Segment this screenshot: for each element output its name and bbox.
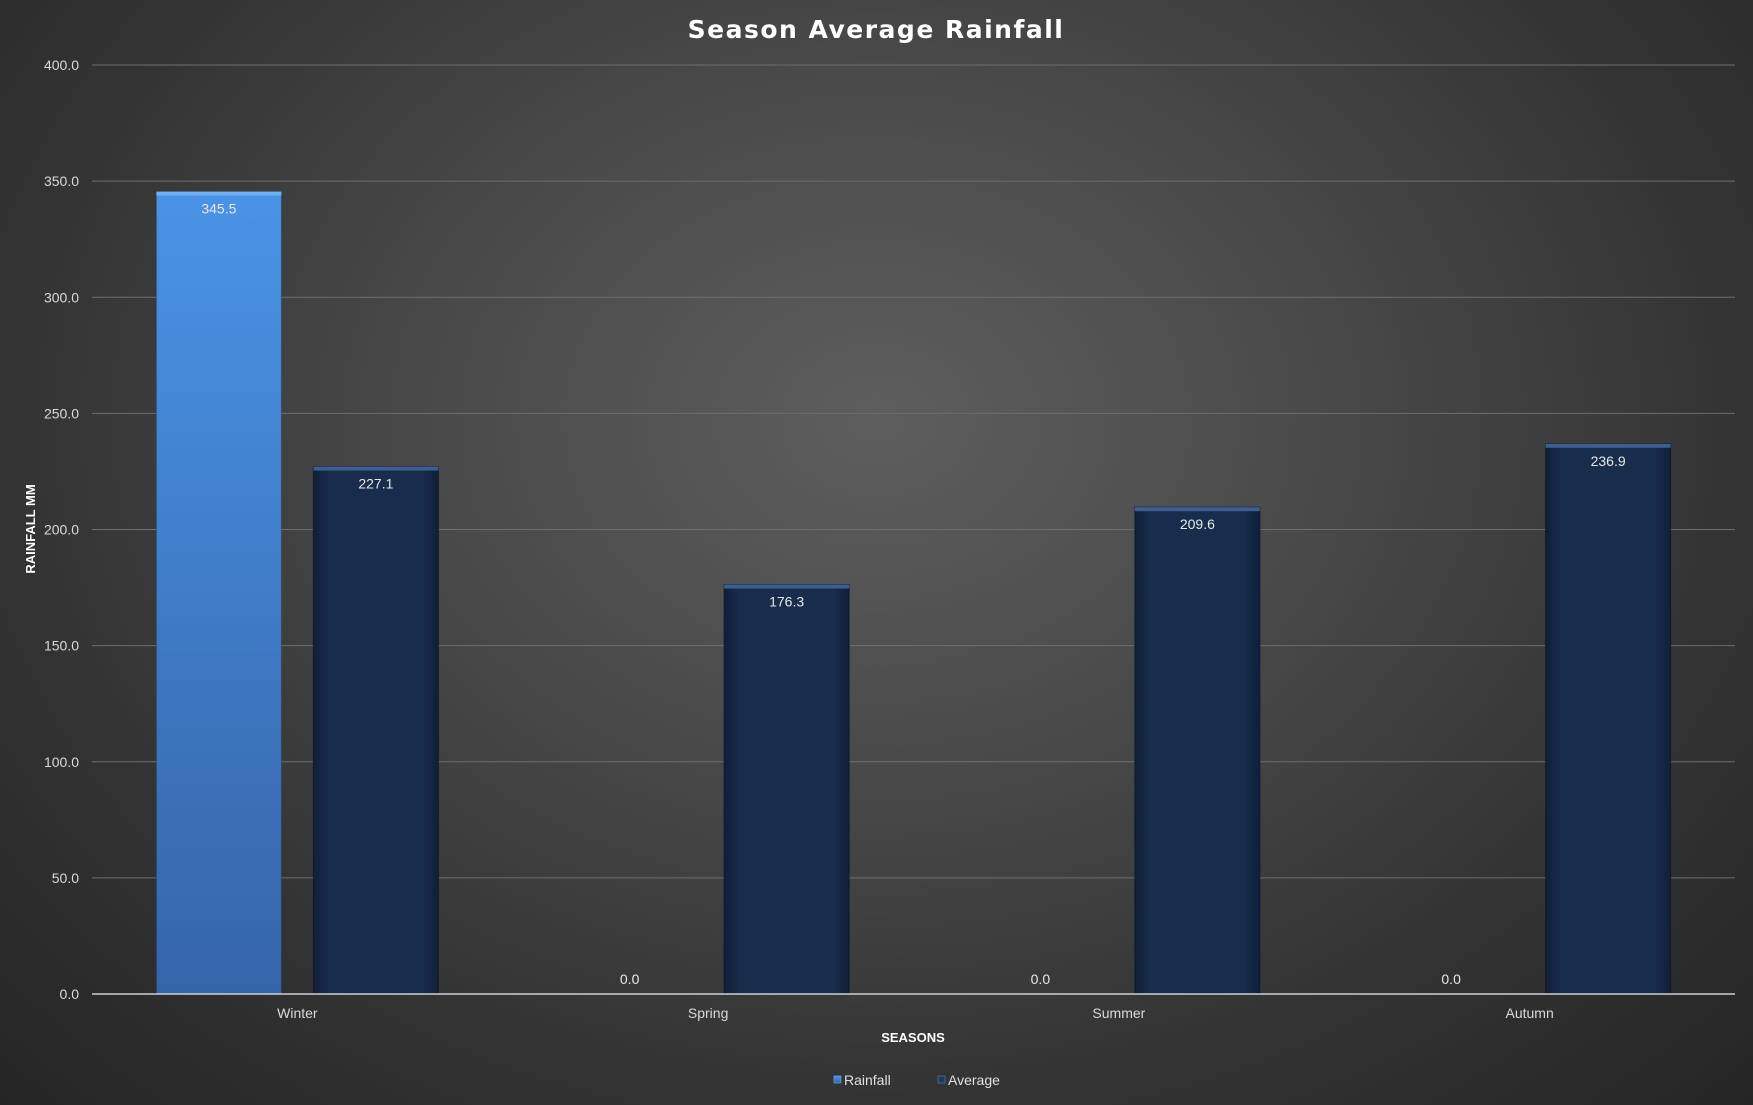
bar-average bbox=[1134, 506, 1261, 995]
bar-average bbox=[312, 466, 439, 995]
legend: Rainfall Average bbox=[833, 1072, 1000, 1088]
x-axis-ticks: Winter Spring Summer Autumn bbox=[277, 1005, 1554, 1021]
y-axis-ticks: 0.0 50.0 100.0 150.0 200.0 250.0 300.0 350.0 400… bbox=[44, 57, 79, 1002]
data-label-average: 176.3 bbox=[769, 594, 804, 610]
x-tick-label: Summer bbox=[1092, 1005, 1145, 1021]
data-label-average: 209.6 bbox=[1180, 516, 1215, 532]
bar-average-highlight bbox=[724, 584, 850, 589]
bar-rainfall-highlight bbox=[156, 191, 282, 196]
legend-swatch-average bbox=[937, 1075, 946, 1084]
y-tick-label: 400.0 bbox=[44, 57, 79, 73]
x-tick-label: Spring bbox=[688, 1005, 728, 1021]
bar-average-highlight bbox=[1545, 443, 1671, 448]
bar-average-highlight bbox=[313, 466, 439, 471]
bar-average bbox=[723, 584, 850, 995]
data-label-average: 227.1 bbox=[358, 476, 393, 492]
legend-label-average: Average bbox=[948, 1072, 1000, 1088]
data-label-rainfall: 345.5 bbox=[201, 201, 236, 217]
x-tick-label: Autumn bbox=[1506, 1005, 1554, 1021]
bar-average bbox=[1545, 443, 1672, 995]
y-tick-label: 50.0 bbox=[52, 870, 79, 886]
bars: 345.5 227.1 0.0 176.3 0.0 209.6 0.0 236.9 bbox=[155, 191, 1672, 995]
chart-title: Season Average Rainfall bbox=[688, 15, 1065, 44]
y-tick-label: 0.0 bbox=[60, 986, 80, 1002]
data-label-rainfall: 0.0 bbox=[620, 971, 640, 987]
y-axis-title: RAINFALL MM bbox=[23, 484, 38, 573]
y-tick-label: 200.0 bbox=[44, 522, 79, 538]
legend-swatch-rainfall bbox=[833, 1075, 842, 1084]
legend-label-rainfall: Rainfall bbox=[844, 1072, 891, 1088]
bar-rainfall bbox=[155, 191, 282, 995]
y-tick-label: 350.0 bbox=[44, 173, 79, 189]
bar-average-highlight bbox=[1134, 507, 1260, 512]
x-tick-label: Winter bbox=[277, 1005, 318, 1021]
data-label-rainfall: 0.0 bbox=[1441, 971, 1461, 987]
y-tick-label: 100.0 bbox=[44, 754, 79, 770]
y-tick-label: 150.0 bbox=[44, 638, 79, 654]
y-tick-label: 250.0 bbox=[44, 405, 79, 421]
x-axis-title: SEASONS bbox=[881, 1030, 945, 1045]
y-tick-label: 300.0 bbox=[44, 289, 79, 305]
data-label-average: 236.9 bbox=[1591, 453, 1626, 469]
data-label-rainfall: 0.0 bbox=[1031, 971, 1051, 987]
